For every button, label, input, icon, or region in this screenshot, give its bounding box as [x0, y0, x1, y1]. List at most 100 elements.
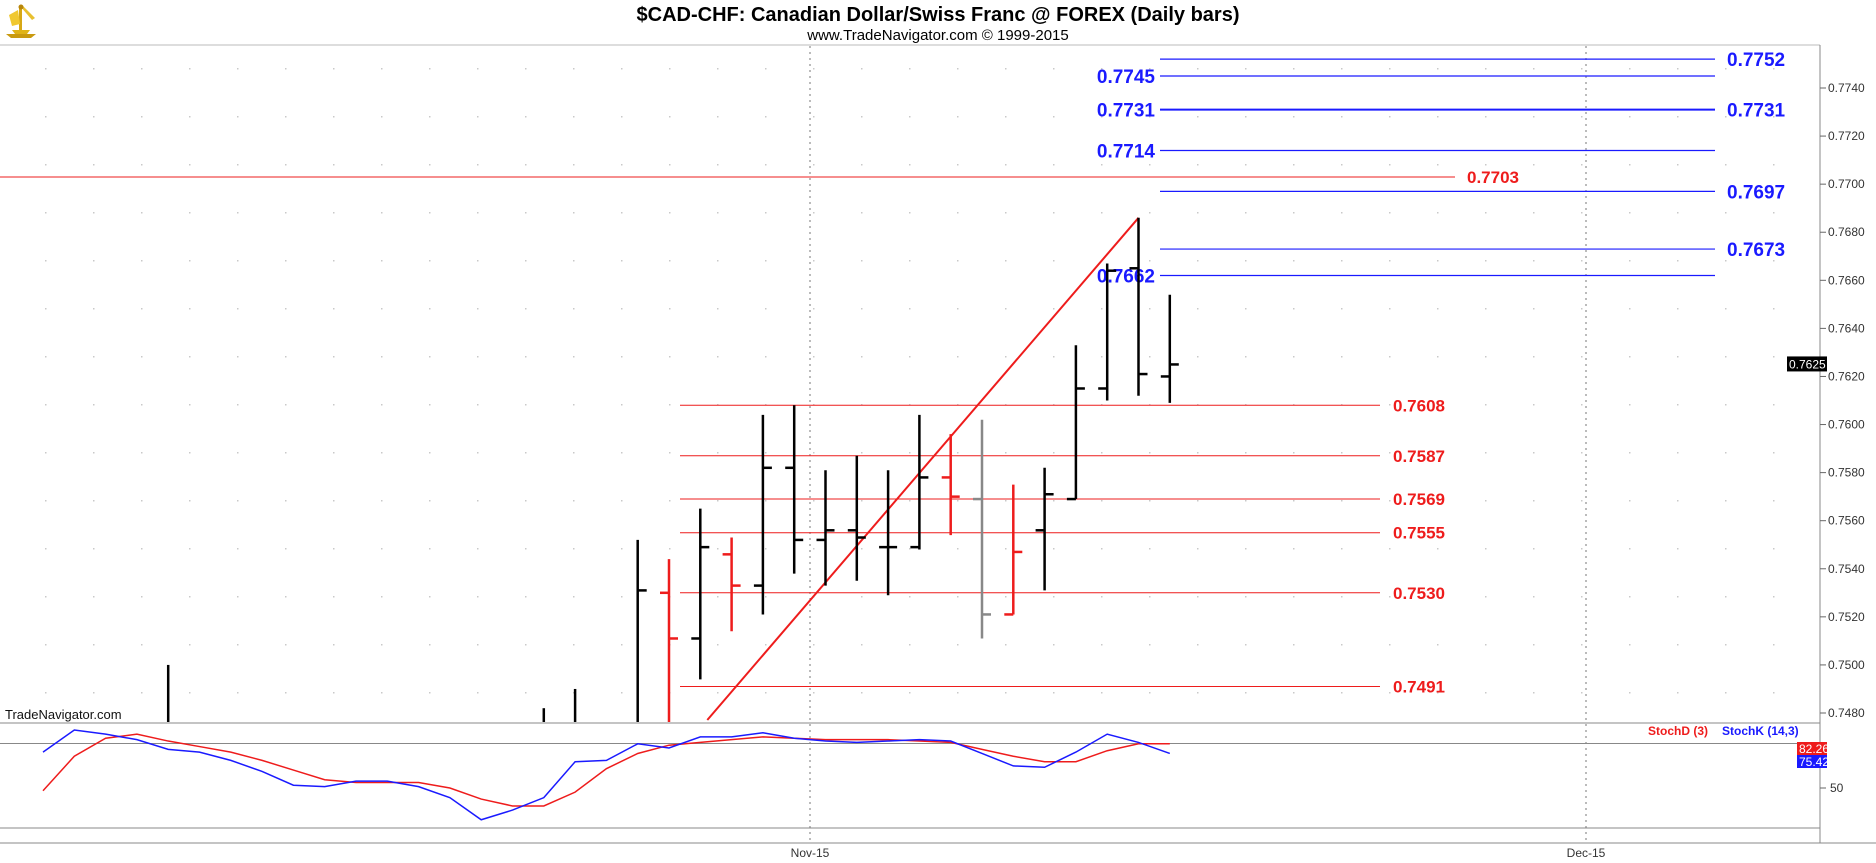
grid-dot [93, 68, 95, 70]
grid-dot [909, 68, 911, 70]
grid-dot [429, 548, 431, 550]
grid-dot [765, 212, 767, 214]
grid-dot [1773, 596, 1775, 598]
blue-level-label: 0.7745 [1097, 67, 1156, 88]
grid-dot [765, 68, 767, 70]
grid-dot [1149, 308, 1151, 310]
grid-dot [1197, 452, 1199, 454]
grid-dot [1245, 548, 1247, 550]
grid-dot [1005, 452, 1007, 454]
grid-dot [621, 116, 623, 118]
grid-dot [1773, 452, 1775, 454]
grid-dot [1773, 260, 1775, 262]
grid-dot [813, 308, 815, 310]
grid-dot [1005, 260, 1007, 262]
grid-dot [573, 68, 575, 70]
trendline [706, 217, 1140, 721]
price-tick-label: 0.7680 [1828, 225, 1865, 239]
grid-dot [1437, 356, 1439, 358]
grid-dot [333, 596, 335, 598]
grid-dot [1005, 404, 1007, 406]
grid-dot [1245, 356, 1247, 358]
grid-dot [813, 500, 815, 502]
grid-dot [1293, 692, 1295, 694]
grid-dot [861, 596, 863, 598]
price-tick-label: 0.7560 [1828, 514, 1865, 528]
grid-dot [141, 644, 143, 646]
grid-dot [621, 68, 623, 70]
fibonacci-levels: 0.7752 0.7745 0.7731 0.7731 0.7714 0.7697 0.76… [0, 50, 1786, 697]
grid-dot [573, 164, 575, 166]
grid-dot [1005, 356, 1007, 358]
grid-dot [1485, 596, 1487, 598]
stoch-k-value: 75.42 [1799, 755, 1829, 769]
grid-dot [1677, 644, 1679, 646]
grid-dot [525, 308, 527, 310]
grid-dot [333, 644, 335, 646]
grid-dot [1437, 692, 1439, 694]
grid-dot [1197, 500, 1199, 502]
last-price-label: 0.7625 [1789, 357, 1826, 371]
grid-dot [1005, 68, 1007, 70]
grid-dot [1245, 452, 1247, 454]
grid-dot [525, 596, 527, 598]
grid-dot [285, 260, 287, 262]
grid-dot [1245, 212, 1247, 214]
grid-dot [1101, 644, 1103, 646]
grid-dot [429, 404, 431, 406]
grid-dot [1725, 68, 1727, 70]
grid-dot [285, 356, 287, 358]
grid-dot [477, 692, 479, 694]
grid-dot [189, 596, 191, 598]
grid-dot [1005, 548, 1007, 550]
grid-dot [1389, 356, 1391, 358]
grid-dot [1773, 164, 1775, 166]
grid-dot [1053, 212, 1055, 214]
grid-dot [1389, 644, 1391, 646]
grid-dot [1629, 548, 1631, 550]
grid-dot [1197, 644, 1199, 646]
grid-dot [1389, 260, 1391, 262]
grid-dot [141, 500, 143, 502]
grid-dot [1245, 692, 1247, 694]
grid-dot [477, 308, 479, 310]
grid-dot [1485, 404, 1487, 406]
grid-dot [1005, 116, 1007, 118]
grid-dot [1581, 212, 1583, 214]
grid-dot [813, 644, 815, 646]
grid-dot [861, 212, 863, 214]
price-tick-label: 0.7500 [1828, 658, 1865, 672]
grid-dot [189, 212, 191, 214]
grid-dot [717, 212, 719, 214]
grid-dot [45, 692, 47, 694]
grid-dot [957, 500, 959, 502]
red-level-label: 0.7608 [1393, 396, 1445, 415]
grid-dot [1677, 116, 1679, 118]
grid-dot [573, 500, 575, 502]
grid-dot [1725, 404, 1727, 406]
grid-dot [1149, 356, 1151, 358]
red-level-label: 0.7569 [1393, 490, 1445, 509]
grid-dot [1245, 116, 1247, 118]
grid-dot [861, 356, 863, 358]
grid-dot [1581, 68, 1583, 70]
grid-dot [669, 404, 671, 406]
grid-dot [285, 404, 287, 406]
grid-dot [861, 548, 863, 550]
grid-dot [1149, 596, 1151, 598]
grid-dot [1149, 692, 1151, 694]
grid-dot [621, 164, 623, 166]
grid-dot [45, 164, 47, 166]
grid-dot [1053, 596, 1055, 598]
grid-dot [1389, 596, 1391, 598]
grid-dot [1149, 116, 1151, 118]
grid-dot [1629, 212, 1631, 214]
stoch-d-legend: StochD (3) [1648, 724, 1708, 738]
grid-dot [1485, 116, 1487, 118]
grid-dot [381, 500, 383, 502]
grid-dot [525, 260, 527, 262]
grid-dot [1485, 68, 1487, 70]
grid-dot [1053, 116, 1055, 118]
grid-dot [1053, 356, 1055, 358]
grid-dot [429, 596, 431, 598]
